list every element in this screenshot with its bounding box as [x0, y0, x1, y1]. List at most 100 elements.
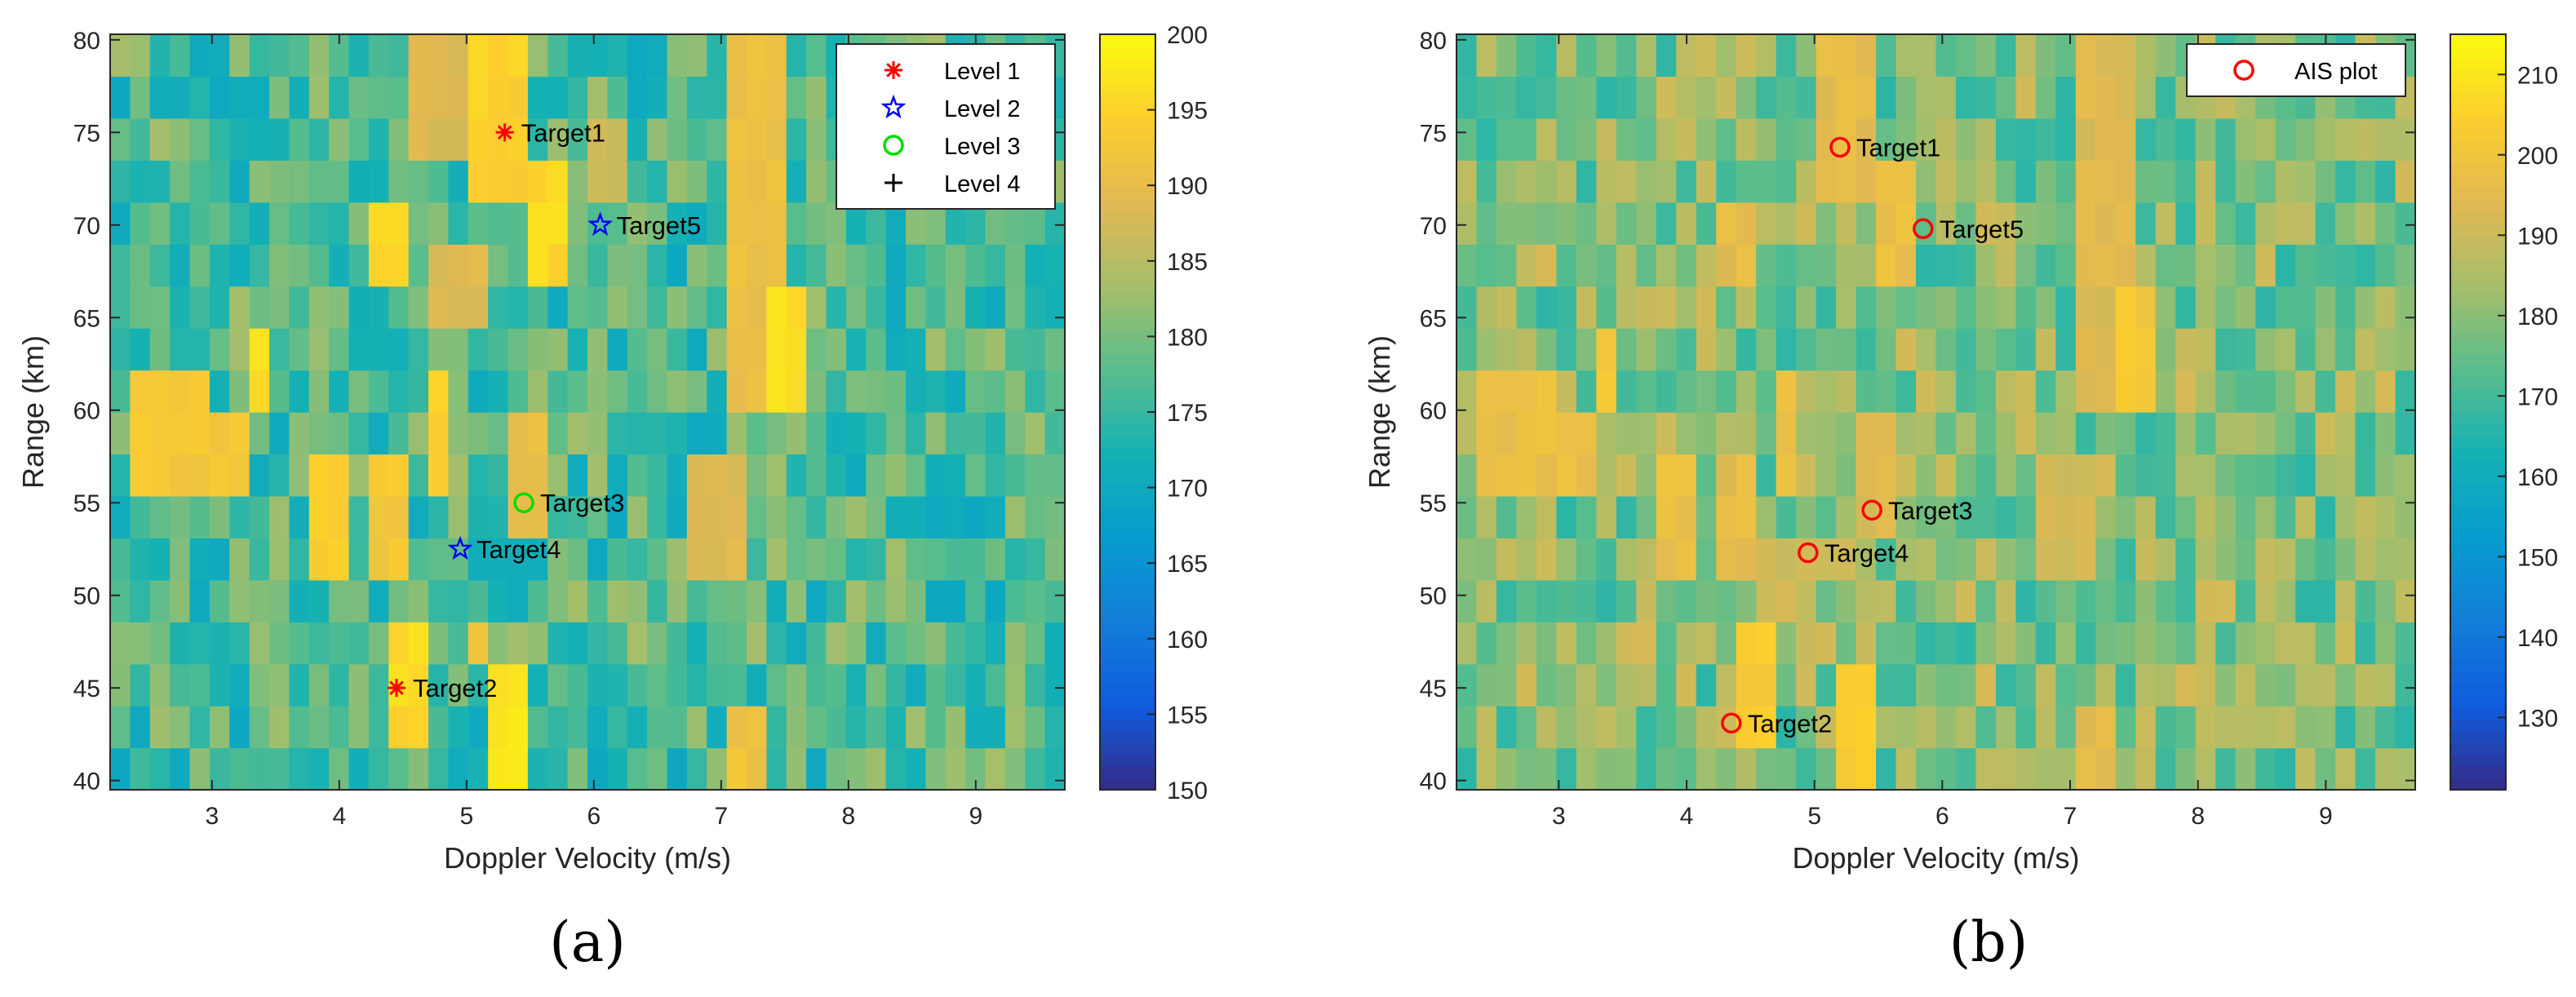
colorbar-segment: [2450, 600, 2506, 614]
heat-cell: [707, 244, 728, 287]
heat-cell: [2215, 286, 2237, 329]
heat-cell: [1836, 663, 1857, 707]
heat-cell: [2355, 579, 2376, 623]
heat-cell: [448, 622, 469, 665]
heat-cell: [925, 622, 947, 665]
heat-cell: [388, 117, 410, 161]
heat-cell: [1975, 747, 1997, 791]
colorbar-segment: [1100, 553, 1155, 566]
heat-cell: [2355, 412, 2376, 455]
heat-cell: [1656, 495, 1677, 538]
heat-cell: [686, 663, 707, 707]
heat-cell: [1025, 495, 1046, 538]
heat-cell: [229, 454, 251, 497]
heat-cell: [149, 370, 171, 413]
panel-label-b: (b): [1949, 911, 2028, 975]
y-tick-label: 70: [73, 213, 100, 240]
heat-cell: [1955, 160, 1977, 203]
heat-cell: [2095, 160, 2117, 203]
colorbar-segment: [1100, 577, 1155, 590]
heat-cell: [1044, 579, 1066, 623]
target-marker: [1798, 542, 1819, 564]
heat-cell: [2235, 538, 2256, 581]
heat-cell: [567, 454, 588, 497]
heat-cell: [1736, 117, 1757, 161]
heat-cell: [2215, 706, 2237, 749]
heat-cell: [368, 244, 389, 287]
heat-cell: [488, 202, 509, 245]
heat-cell: [2135, 328, 2157, 371]
heat-cell: [289, 706, 310, 749]
heat-cell: [170, 160, 191, 203]
heat-cell: [906, 328, 926, 371]
heat-cell: [269, 286, 290, 329]
heat-cell: [2255, 706, 2277, 749]
legend-label: Level 2: [944, 96, 1021, 122]
heat-cell: [906, 370, 926, 413]
heat-cell: [2315, 244, 2336, 287]
heat-cell: [1736, 663, 1757, 707]
heat-cell: [1836, 328, 1857, 371]
heat-cell: [1616, 34, 1637, 78]
heat-cell: [1856, 286, 1877, 329]
heat-cell: [587, 244, 608, 287]
heat-cell: [2235, 286, 2256, 329]
heat-cell: [567, 370, 588, 413]
heat-cell: [627, 579, 648, 623]
heat-cell: [587, 370, 608, 413]
heatmap-a: [110, 34, 1066, 791]
target-label: Target2: [413, 674, 497, 702]
heat-cell: [329, 454, 350, 497]
heat-cell: [866, 747, 887, 791]
target-label: Target3: [1888, 496, 1972, 525]
heat-cell: [1975, 579, 1997, 623]
heat-cell: [607, 34, 628, 78]
heat-cell: [1776, 34, 1797, 78]
colorbar-segment: [1100, 542, 1155, 555]
heat-cell: [2095, 579, 2117, 623]
heat-cell: [1596, 244, 1617, 287]
marker-circle: [2233, 60, 2255, 81]
heat-cell: [368, 328, 389, 371]
heat-cell: [408, 370, 429, 413]
heat-cell: [1856, 538, 1877, 581]
heat-cell: [985, 538, 1006, 581]
heat-cell: [209, 117, 230, 161]
heat-cell: [448, 328, 469, 371]
heat-cell: [548, 244, 569, 287]
colorbar-tick-label: 185: [1167, 249, 1208, 276]
heat-cell: [2015, 495, 2037, 538]
heat-cell: [786, 328, 807, 371]
heat-cell: [110, 747, 131, 791]
heat-cell: [707, 160, 728, 203]
heat-cell: [925, 328, 947, 371]
heat-cell: [1616, 412, 1637, 455]
heat-cell: [2275, 286, 2296, 329]
heat-cell: [2055, 579, 2077, 623]
heat-cell: [1816, 34, 1837, 78]
colorbar-tick-label: 170: [1167, 476, 1208, 503]
heat-cell: [686, 286, 707, 329]
heat-cell: [1476, 202, 1497, 245]
heat-cell: [289, 328, 310, 371]
heat-cell: [866, 495, 887, 538]
heat-cell: [1456, 706, 1478, 749]
y-tick-label: 65: [1420, 305, 1447, 332]
heat-cell: [1776, 412, 1797, 455]
heat-cell: [1975, 244, 1997, 287]
heat-cell: [2295, 579, 2317, 623]
legend-symbol: [883, 135, 904, 156]
heat-cell: [1995, 370, 2017, 413]
heat-cell: [766, 579, 787, 623]
heat-cell: [2195, 538, 2216, 581]
target-marker: [1721, 712, 1742, 734]
heat-cell: [1656, 34, 1677, 78]
heat-cell: [1856, 117, 1877, 161]
heat-cell: [2295, 286, 2317, 329]
heat-cell: [2055, 495, 2077, 538]
heat-cell: [2175, 370, 2197, 413]
heat-cell: [269, 622, 290, 665]
heat-cell: [1004, 706, 1026, 749]
